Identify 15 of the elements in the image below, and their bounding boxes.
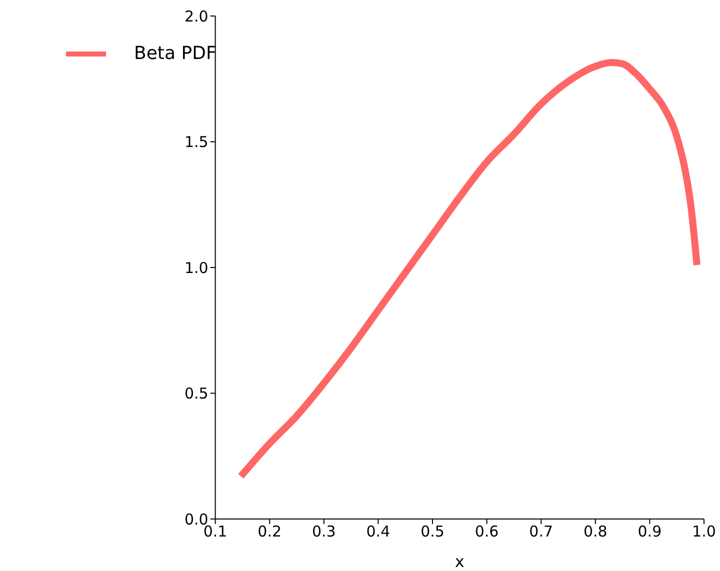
x-tick-label: 0.4 — [366, 522, 390, 541]
x-tick-label: 0.7 — [529, 522, 554, 541]
x-tick-label: 0.8 — [583, 522, 608, 541]
y-tick-label: 1.5 — [184, 133, 208, 152]
y-tick-label: 2.0 — [184, 7, 208, 26]
y-tick-label: 0.5 — [184, 384, 208, 403]
x-axis-title: x — [454, 552, 464, 571]
legend-label: Beta PDF — [134, 42, 216, 64]
x-tick-label: 0.2 — [258, 522, 282, 541]
x-tick-label: 1.0 — [692, 522, 716, 541]
y-tick-label: 1.0 — [184, 258, 208, 277]
x-tick-label: 0.5 — [420, 522, 444, 541]
x-tick-label: 0.6 — [474, 522, 499, 541]
x-tick-label: 0.9 — [638, 522, 662, 541]
x-tick-label: 0.3 — [312, 522, 336, 541]
